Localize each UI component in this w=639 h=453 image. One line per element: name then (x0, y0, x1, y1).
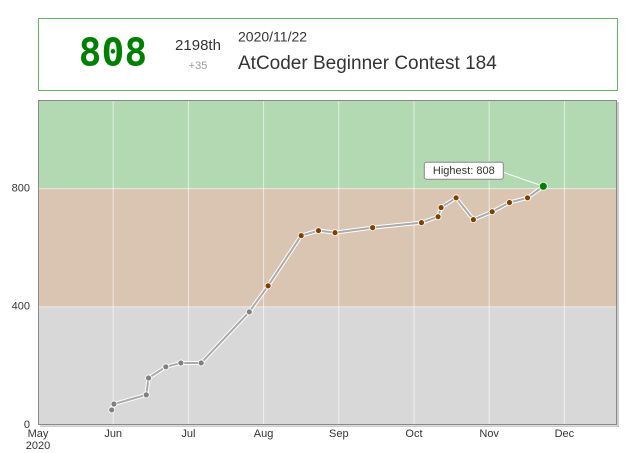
point (145, 374, 152, 382)
point (162, 363, 170, 371)
point (142, 391, 150, 399)
point (538, 181, 548, 191)
x-tick-label: Aug (254, 428, 274, 440)
diff: +35 (189, 60, 208, 72)
x-year-label: 2020 (26, 440, 50, 452)
annotation-box (423, 161, 504, 180)
point (110, 400, 118, 408)
point (177, 359, 185, 367)
line (110, 185, 544, 411)
rating-band (38, 306, 617, 425)
point (369, 224, 377, 232)
point (418, 219, 425, 227)
contest: AtCoder Beginner Contest 184 (238, 53, 497, 74)
annotation: Highest: 808 (433, 165, 495, 177)
point (315, 227, 322, 234)
point (264, 282, 272, 290)
x-tick-label: Jun (104, 428, 122, 440)
point (108, 406, 116, 414)
point (506, 199, 513, 206)
header-box (38, 18, 618, 91)
x-tick-label: Jul (181, 428, 195, 440)
x-tick-label: Nov (479, 428, 499, 440)
point (297, 232, 305, 240)
x-tick-label: Dec (555, 428, 575, 440)
point (524, 194, 531, 202)
point (245, 308, 253, 316)
x-tick-label: Oct (405, 428, 422, 440)
point (331, 229, 339, 237)
point (452, 194, 460, 202)
x-tick-label: May (28, 428, 49, 440)
y-tick-label: 400 (12, 301, 30, 313)
point (197, 359, 205, 367)
x-tick-label: Sep (329, 428, 349, 440)
rating: 808 (79, 31, 148, 75)
plot-frame (38, 100, 617, 425)
rating-band (38, 100, 617, 189)
annotation-line (503, 171, 544, 187)
rank: 2198th (175, 37, 221, 54)
point (434, 213, 442, 221)
rating-band (38, 188, 617, 307)
point (488, 208, 496, 216)
y-tick-label: 0 (24, 419, 30, 431)
y-tick-label: 800 (12, 183, 30, 195)
point (469, 216, 477, 224)
point (437, 204, 445, 211)
date: 2020/11/22 (238, 29, 307, 45)
